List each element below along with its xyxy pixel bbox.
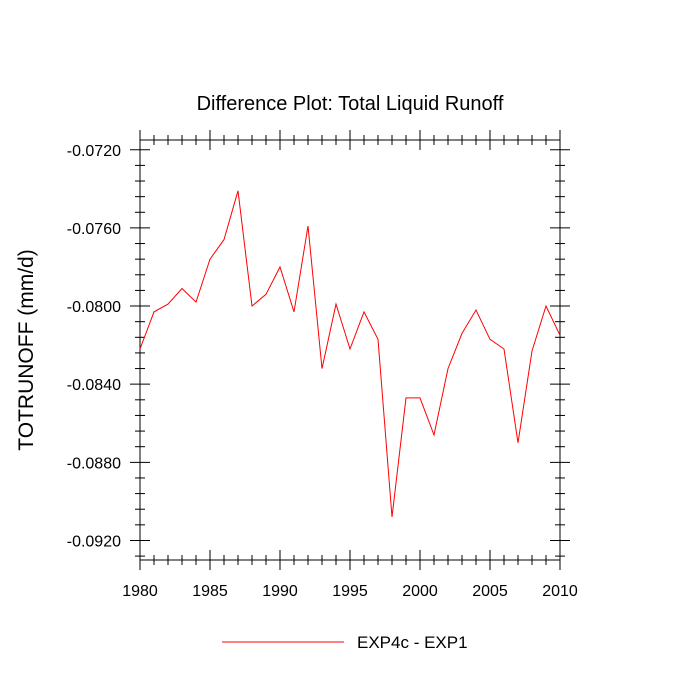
y-tick-label: -0.0920 [67,533,121,550]
x-tick-label: 1990 [262,583,298,600]
y-tick-label: -0.0880 [67,455,121,472]
y-tick-label: -0.0840 [67,377,121,394]
x-tick-label: 2005 [472,583,508,600]
x-tick-labels: 1980 1985 1990 1995 2000 2005 2010 [122,583,578,600]
x-tick-label: 1985 [192,583,228,600]
series-line [139,190,561,518]
y-tick-label: -0.0760 [67,221,121,238]
axis-ticks [130,130,570,570]
legend: EXP4c - EXP1 [222,633,468,652]
y-axis-label: TOTRUNOFF (mm/d) [15,249,38,450]
y-tick-label: -0.0720 [67,143,121,160]
y-tick-labels: -0.0720 -0.0760 -0.0800 -0.0840 -0.0880 -0.09… [67,143,121,551]
x-tick-label: 1995 [332,583,368,600]
x-tick-label: 2000 [402,583,438,600]
y-tick-label: -0.0800 [67,299,121,316]
x-tick-label: 2010 [542,583,578,600]
x-tick-label: 1980 [122,583,158,600]
chart-title: Difference Plot: Total Liquid Runoff [197,93,504,115]
series-layer [139,190,561,518]
legend-label: EXP4c - EXP1 [357,633,468,652]
